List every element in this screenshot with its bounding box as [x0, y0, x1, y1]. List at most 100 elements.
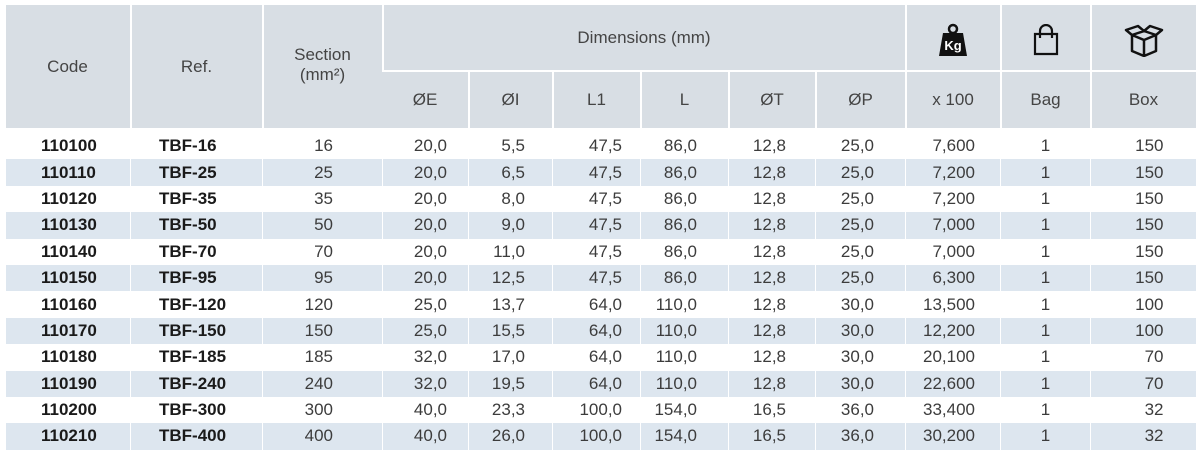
header-dimensions: Dimensions (mm) [381, 5, 906, 71]
cell-dim-e: 32,0 [382, 370, 469, 397]
cell-dim-e: 25,0 [382, 317, 469, 345]
cell-weight: 7,200 [905, 159, 1001, 186]
cell-dim-l: 110,0 [640, 291, 729, 318]
table-header: Code Ref. Section (mm²) Dimensions (mm) … [5, 5, 1196, 128]
cell-dim-i: 19,5 [468, 370, 553, 397]
cell-dim-p: 30,0 [815, 291, 906, 318]
cell-weight: 6,300 [905, 264, 1001, 292]
weight-icon-label: Kg [944, 38, 961, 53]
cell-dim-l: 110,0 [640, 370, 729, 397]
header-dim-e: ØE [382, 70, 469, 128]
cell-code: 110130 [5, 212, 131, 239]
cell-dim-t: 12,8 [728, 370, 816, 397]
cell-ref: TBF-300 [130, 396, 263, 424]
cell-dim-t: 16,5 [728, 423, 816, 450]
cell-box: 150 [1090, 159, 1196, 186]
cell-ref: TBF-150 [130, 317, 263, 345]
cell-section: 35 [262, 185, 383, 213]
cell-box: 32 [1090, 423, 1196, 450]
cell-section: 120 [262, 291, 383, 318]
cell-dim-l1: 64,0 [552, 370, 641, 397]
header-section-label: Section [294, 44, 351, 64]
cell-dim-t: 12,8 [728, 344, 816, 371]
product-table-container: Code Ref. Section (mm²) Dimensions (mm) … [5, 5, 1196, 450]
cell-ref: TBF-35 [130, 185, 263, 213]
cell-code: 110120 [5, 185, 131, 213]
cell-bag: 1 [1000, 159, 1091, 186]
header-bag: Bag [999, 70, 1091, 128]
cell-ref: TBF-70 [130, 238, 263, 265]
cell-dim-e: 40,0 [382, 423, 469, 450]
cell-dim-p: 25,0 [815, 159, 906, 186]
cell-dim-e: 20,0 [382, 185, 469, 213]
cell-ref: TBF-50 [130, 212, 263, 239]
cell-weight: 30,200 [905, 423, 1001, 450]
cell-dim-t: 12,8 [728, 264, 816, 292]
cell-dim-l1: 47,5 [552, 133, 641, 160]
box-icon [1124, 24, 1163, 58]
cell-bag: 1 [1000, 317, 1091, 345]
cell-dim-e: 20,0 [382, 159, 469, 186]
table-row: 110160 TBF-120 120 25,0 13,7 64,0 110,0 12,8 30,… [5, 291, 1196, 318]
header-bag-icon [999, 5, 1091, 71]
cell-dim-l1: 100,0 [552, 396, 641, 424]
bag-icon [1033, 23, 1058, 56]
cell-ref: TBF-16 [130, 133, 263, 160]
cell-ref: TBF-400 [130, 423, 263, 450]
product-table: Code Ref. Section (mm²) Dimensions (mm) … [5, 5, 1196, 450]
header-dim-l: L [639, 70, 729, 128]
cell-dim-t: 12,8 [728, 212, 816, 239]
cell-section: 95 [262, 264, 383, 292]
cell-weight: 7,000 [905, 212, 1001, 239]
table-row: 110190 TBF-240 240 32,0 19,5 64,0 110,0 12,8 30,… [5, 370, 1196, 397]
cell-box: 150 [1090, 264, 1196, 292]
cell-dim-p: 25,0 [815, 212, 906, 239]
table-row: 110210 TBF-400 400 40,0 26,0 100,0 154,0 16,5 36… [5, 423, 1196, 450]
cell-dim-p: 30,0 [815, 344, 906, 371]
cell-weight: 7,000 [905, 238, 1001, 265]
table-row: 110170 TBF-150 150 25,0 15,5 64,0 110,0 12,8 30,… [5, 317, 1196, 345]
cell-section: 150 [262, 317, 383, 345]
cell-bag: 1 [1000, 264, 1091, 292]
table-row: 110100 TBF-16 16 20,0 5,5 47,5 86,0 12,8 25,0 7,6… [5, 133, 1196, 160]
table-row: 110180 TBF-185 185 32,0 17,0 64,0 110,0 12,8 30,… [5, 344, 1196, 371]
header-dim-p: ØP [814, 70, 906, 128]
cell-dim-l1: 47,5 [552, 238, 641, 265]
cell-dim-i: 12,5 [468, 264, 553, 292]
cell-dim-l: 154,0 [640, 423, 729, 450]
cell-dim-l: 86,0 [640, 133, 729, 160]
cell-dim-e: 20,0 [382, 212, 469, 239]
cell-bag: 1 [1000, 423, 1091, 450]
table-row: 110200 TBF-300 300 40,0 23,3 100,0 154,0 16,5 36… [5, 396, 1196, 424]
cell-dim-i: 15,5 [468, 317, 553, 345]
cell-bag: 1 [1000, 238, 1091, 265]
cell-dim-l: 110,0 [640, 317, 729, 345]
cell-box: 70 [1090, 370, 1196, 397]
header-dim-l1: L1 [551, 70, 641, 128]
cell-dim-l1: 47,5 [552, 264, 641, 292]
header-weight-unit: x 100 [904, 70, 1001, 128]
cell-ref: TBF-120 [130, 291, 263, 318]
cell-box: 150 [1090, 133, 1196, 160]
cell-bag: 1 [1000, 396, 1091, 424]
cell-dim-p: 25,0 [815, 185, 906, 213]
cell-dim-e: 20,0 [382, 238, 469, 265]
cell-dim-l: 154,0 [640, 396, 729, 424]
cell-bag: 1 [1000, 185, 1091, 213]
header-box: Box [1089, 70, 1196, 128]
cell-dim-e: 40,0 [382, 396, 469, 424]
table-row: 110150 TBF-95 95 20,0 12,5 47,5 86,0 12,8 25,0 6,… [5, 264, 1196, 292]
header-section-unit: (mm²) [299, 64, 346, 84]
cell-box: 150 [1090, 238, 1196, 265]
header-dim-i: ØI [467, 70, 553, 128]
weight-icon: Kg [939, 23, 967, 56]
cell-ref: TBF-240 [130, 370, 263, 397]
cell-dim-t: 12,8 [728, 159, 816, 186]
cell-dim-i: 17,0 [468, 344, 553, 371]
cell-dim-i: 26,0 [468, 423, 553, 450]
cell-dim-t: 16,5 [728, 396, 816, 424]
cell-dim-i: 9,0 [468, 212, 553, 239]
cell-dim-i: 8,0 [468, 185, 553, 213]
cell-dim-l1: 64,0 [552, 317, 641, 345]
header-box-icon [1089, 5, 1196, 71]
